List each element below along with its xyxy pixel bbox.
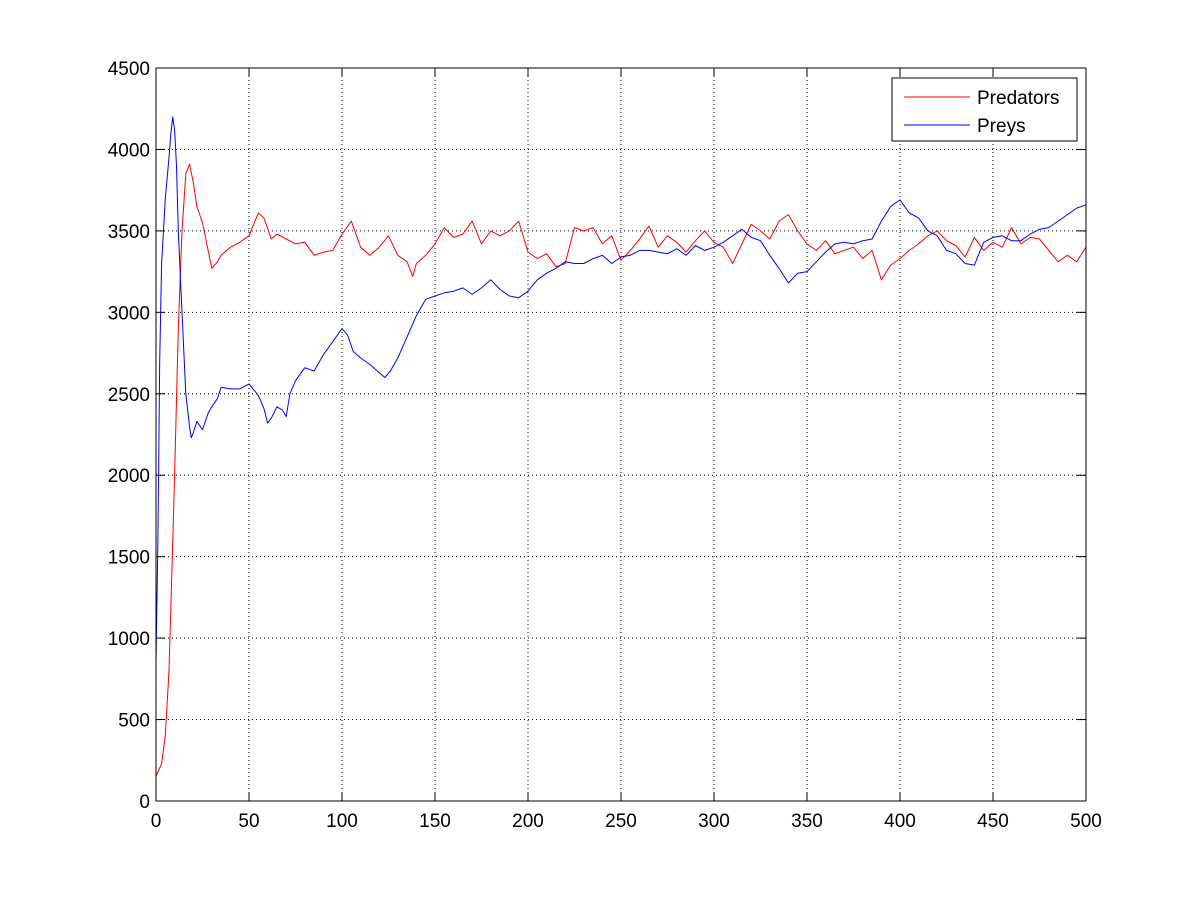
legend: Predators Preys [891,77,1078,142]
y-tick-label: 2000 [108,466,150,487]
legend-label-predators: Predators [977,88,1059,109]
y-tick-label: 4500 [108,59,150,80]
legend-label-preys: Preys [977,116,1026,137]
y-tick-label: 4000 [108,140,150,161]
grid [156,68,1086,801]
x-tick-label: 50 [238,811,259,832]
x-tick-label: 100 [326,811,358,832]
legend-box [891,77,1078,142]
x-tick-label: 300 [698,811,730,832]
y-tick-label: 3500 [108,222,150,243]
x-tick-label: 400 [884,811,916,832]
x-tick-label: 0 [151,811,162,832]
series-group [155,116,1087,777]
y-tick-label: 1500 [108,548,150,569]
series-line-preys [155,116,1087,663]
x-tick-label: 150 [419,811,451,832]
x-tick-label: 450 [977,811,1009,832]
y-tick-label: 1000 [108,629,150,650]
series-line-predators [155,163,1087,777]
x-tick-label: 250 [605,811,637,832]
y-tick-label: 500 [118,711,150,732]
y-tick-label: 0 [139,792,150,813]
axis-ticks: 0 50 100 150 200 250 300 350 400 450 500 0 500 1000 15… [108,59,1102,832]
y-tick-label: 3000 [108,303,150,324]
x-tick-label: 350 [791,811,823,832]
x-tick-label: 500 [1070,811,1102,832]
y-tick-label: 2500 [108,385,150,406]
x-tick-label: 200 [512,811,544,832]
